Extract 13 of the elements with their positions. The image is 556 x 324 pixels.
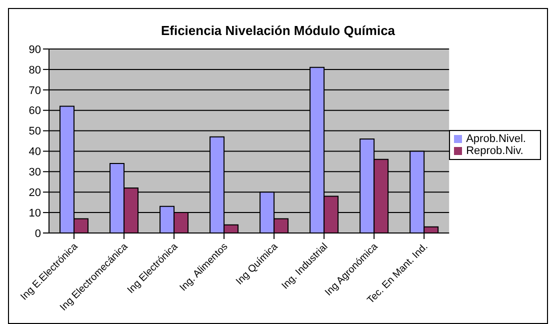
y-tick-label: 60 xyxy=(28,105,41,118)
y-tick-label: 40 xyxy=(28,146,41,158)
y-tick-label: 70 xyxy=(28,84,41,97)
y-tick-label: 30 xyxy=(28,166,41,179)
y-tick-label: 20 xyxy=(28,187,41,200)
legend-label: Reprob.Niv. xyxy=(466,145,524,157)
legend-label: Aprob.Nivel. xyxy=(466,133,526,145)
y-tick-label: 0 xyxy=(34,228,41,240)
chart-title: Eficiencia Nivelación Módulo Química xyxy=(160,22,396,40)
y-tick-label: 10 xyxy=(28,207,41,220)
y-tick-label: 90 xyxy=(28,44,41,56)
y-tick-label: 80 xyxy=(28,64,41,76)
y-tick-label: 50 xyxy=(28,126,41,138)
